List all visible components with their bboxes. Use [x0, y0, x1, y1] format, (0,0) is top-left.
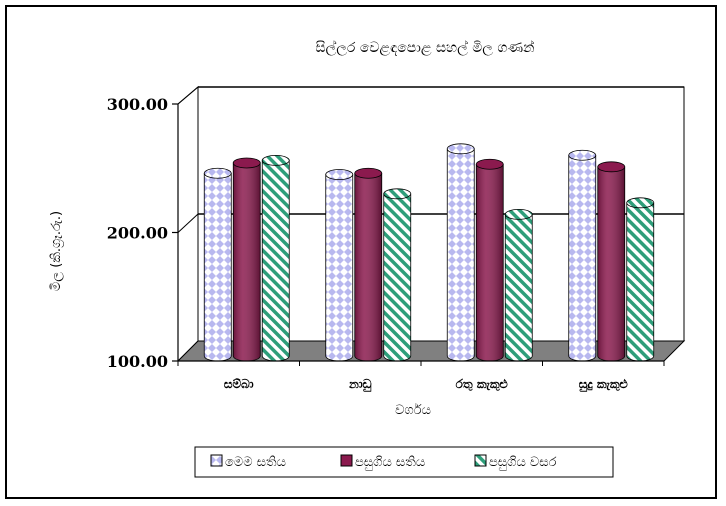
bar-top	[203, 167, 232, 179]
y-tick-label: 200.00	[107, 224, 168, 243]
x-tick-label: රතු කැකුළු	[456, 377, 508, 392]
bars	[203, 143, 655, 362]
bar-top	[597, 161, 626, 173]
bar-body	[325, 174, 354, 362]
bar-body	[203, 172, 232, 362]
gridline-side	[177, 86, 199, 105]
legend-box	[194, 446, 614, 478]
x-axis-title: වර්ගය	[395, 402, 431, 418]
bar-top	[261, 154, 290, 166]
legend-swatch	[210, 454, 223, 467]
bar	[475, 158, 504, 362]
bar-top	[354, 167, 383, 179]
legend-item: පසුගිය සතිය	[340, 454, 425, 470]
x-tick-label: සම්බා	[224, 377, 254, 391]
bar	[504, 208, 533, 362]
chart-title: සිල්ලර වෙළඳපොළ සහල් මිල ගණන්	[315, 40, 534, 56]
legend: මෙම සතිය පසුගිය සතිය පසුගිය වසර	[194, 446, 614, 478]
bar-top	[325, 169, 354, 180]
bar	[354, 167, 383, 362]
bar-top	[568, 149, 597, 161]
side-wall	[177, 85, 199, 363]
bar-shading	[597, 166, 625, 362]
bar-top	[475, 158, 504, 170]
bar-shading	[354, 173, 382, 362]
bar	[626, 197, 655, 362]
bar-top	[446, 143, 475, 155]
legend-label: පසුගිය වසර	[489, 455, 557, 470]
legend-swatch	[340, 454, 353, 467]
bar	[325, 169, 354, 362]
bar-shading	[476, 164, 504, 362]
x-axis: සම්බා නාඩු රතු කැකුළු සුදු කැකුළු	[177, 360, 665, 393]
bar-body	[446, 148, 475, 362]
bar-top	[383, 188, 412, 200]
legend-item: පසුගිය වසර	[474, 454, 557, 470]
bar-body	[504, 213, 533, 362]
gridline-side	[177, 213, 199, 233]
bar-top	[504, 208, 533, 220]
legend-label: පසුගිය සතිය	[355, 455, 425, 470]
legend-item: මෙම සතිය	[210, 454, 286, 470]
bar	[446, 143, 475, 362]
legend-label: මෙම සතිය	[225, 455, 286, 470]
bar-body	[568, 154, 597, 362]
y-axis-title: මිල (කි.ග්‍රෑ.රු.)	[49, 211, 64, 291]
bar	[232, 157, 261, 362]
y-tick-label: 300.00	[107, 95, 168, 114]
bar	[383, 188, 412, 362]
bar-shading	[233, 162, 261, 362]
bar-top	[626, 197, 655, 209]
bar-body	[626, 202, 655, 362]
bar-body	[383, 193, 412, 362]
bar	[203, 167, 232, 362]
legend-swatch	[474, 454, 487, 467]
bar	[568, 149, 597, 362]
x-tick-label: නාඩු	[348, 377, 372, 393]
bar	[261, 154, 290, 362]
bar-top	[232, 157, 261, 169]
bar	[597, 161, 626, 362]
y-axis: 100.00 200.00 300.00	[107, 95, 179, 371]
bar-body	[261, 159, 290, 362]
y-tick-label: 100.00	[107, 352, 168, 371]
x-tick-label: සුදු කැකුළු	[579, 377, 628, 393]
